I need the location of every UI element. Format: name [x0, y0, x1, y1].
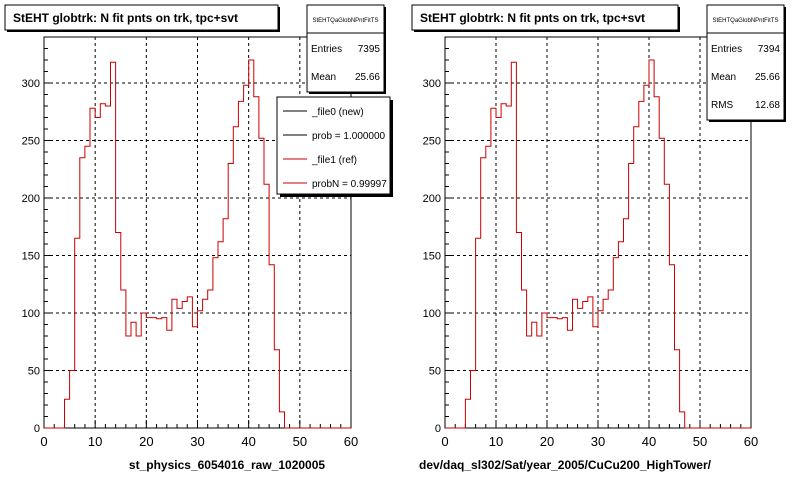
legend-entries: _file0 (new) prob = 1.000000 _file1 (ref) p… [283, 107, 387, 190]
x-tick-label: 50 [293, 434, 307, 449]
legend-box [276, 96, 391, 195]
y-tick-label: 0 [435, 423, 441, 435]
x-tick-label: 60 [344, 434, 358, 449]
y-tick-label: 150 [423, 251, 441, 263]
x-tick-label: 30 [591, 434, 605, 449]
histogram-series-line [44, 59, 351, 429]
x-tick-label: 0 [40, 434, 47, 449]
x-tick-label: 60 [744, 434, 758, 449]
y-tick-label: 250 [22, 136, 40, 148]
y-tick-label: 50 [28, 366, 40, 378]
chart-title: StEHT globtrk: N fit pnts on trk, tpc+sv… [420, 11, 645, 25]
x-tick-label: 50 [693, 434, 707, 449]
stats-label: Mean [311, 72, 336, 83]
y-tick-label: 250 [423, 136, 441, 148]
legend-label: _file1 (ref) [311, 155, 357, 166]
stats-value: 25.66 [755, 72, 780, 83]
stats-box [306, 4, 385, 93]
y-tick-label: 200 [22, 193, 40, 205]
legend-label: probN = 0.99997 [312, 179, 387, 190]
y-tick-label: 150 [22, 251, 40, 263]
x-tick-label: 10 [88, 434, 102, 449]
title-box [411, 4, 679, 31]
stats-value: 7395 [358, 44, 381, 55]
y-tick-label: 100 [22, 308, 40, 320]
x-tick-label: 40 [241, 434, 255, 449]
stats-name: StEHTQaGlobNPntFitTS [712, 18, 778, 24]
stats-value: 7394 [758, 44, 781, 55]
stats-name: StEHTQaGlobNPntFitTS [312, 18, 378, 24]
stats-value: 25.66 [355, 72, 380, 83]
stats-value: 12.68 [755, 100, 780, 111]
x-axis-label: st_physics_6054016_raw_1020005 [129, 458, 325, 472]
chart-title: StEHT globtrk: N fit pnts on trk, tpc+sv… [13, 11, 238, 25]
x-tick-label: 30 [190, 434, 204, 449]
title-box [4, 4, 279, 31]
y-tick-label: 300 [423, 78, 441, 90]
left-histogram-panel: 0 10 20 30 40 50 60 0 50 100 150 200 250 300 StEHT glo… [4, 4, 393, 472]
y-tick-label: 50 [429, 366, 441, 378]
stats-label: Mean [711, 72, 736, 83]
stats-box [706, 4, 785, 121]
x-tick-label: 20 [139, 434, 153, 449]
legend-label: _file0 (new) [311, 107, 364, 118]
y-tick-label: 200 [423, 193, 441, 205]
x-axis-label: dev/daq_sl302/Sat/year_2005/CuCu200_High… [419, 458, 712, 472]
x-tick-label: 20 [540, 434, 554, 449]
legend-label: prob = 1.000000 [312, 131, 386, 142]
x-tick-label: 0 [441, 434, 448, 449]
stats-label: Entries [311, 44, 342, 55]
y-tick-label: 0 [34, 423, 40, 435]
stats-label: Entries [711, 44, 742, 55]
y-tick-label: 100 [423, 308, 441, 320]
x-tick-label: 40 [642, 434, 656, 449]
histogram-series-line [445, 59, 751, 429]
stats-label: RMS [711, 100, 734, 111]
y-tick-label: 300 [22, 78, 40, 90]
x-tick-label: 10 [489, 434, 503, 449]
right-histogram-panel: 0 10 20 30 40 50 60 0 50 100 150 200 250 300 StEHT glo… [411, 4, 786, 472]
